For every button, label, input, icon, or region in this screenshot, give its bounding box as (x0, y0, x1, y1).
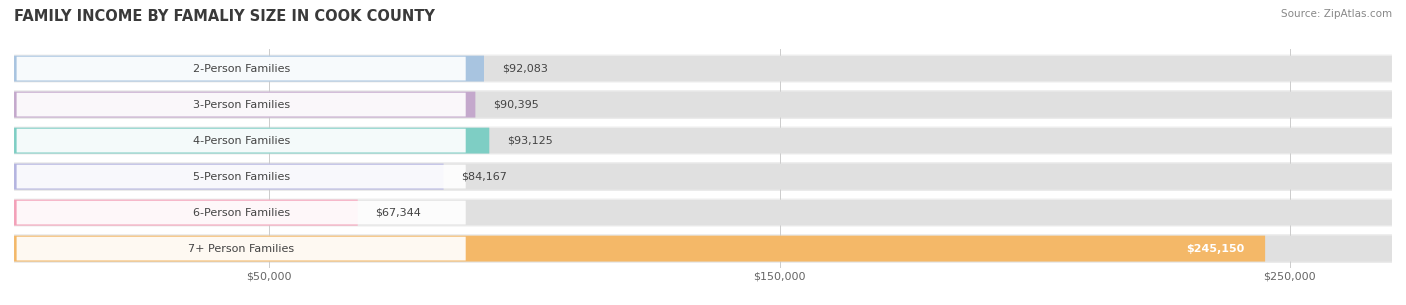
FancyBboxPatch shape (14, 92, 475, 117)
FancyBboxPatch shape (14, 198, 1392, 227)
Text: $93,125: $93,125 (508, 136, 553, 145)
Text: $84,167: $84,167 (461, 172, 508, 181)
Text: 5-Person Families: 5-Person Families (193, 172, 290, 181)
FancyBboxPatch shape (14, 127, 489, 153)
Text: Source: ZipAtlas.com: Source: ZipAtlas.com (1281, 9, 1392, 19)
Text: 6-Person Families: 6-Person Families (193, 208, 290, 217)
Text: 4-Person Families: 4-Person Families (193, 136, 290, 145)
FancyBboxPatch shape (14, 127, 1392, 153)
FancyBboxPatch shape (14, 92, 1392, 117)
FancyBboxPatch shape (17, 165, 465, 188)
FancyBboxPatch shape (14, 126, 1392, 155)
FancyBboxPatch shape (17, 237, 465, 260)
FancyBboxPatch shape (17, 129, 465, 152)
FancyBboxPatch shape (14, 200, 357, 226)
Text: $92,083: $92,083 (502, 64, 548, 74)
FancyBboxPatch shape (17, 57, 465, 81)
FancyBboxPatch shape (14, 234, 1392, 263)
FancyBboxPatch shape (14, 236, 1392, 262)
Text: 3-Person Families: 3-Person Families (193, 100, 290, 109)
FancyBboxPatch shape (14, 164, 443, 190)
Text: 7+ Person Families: 7+ Person Families (188, 244, 294, 253)
FancyBboxPatch shape (14, 200, 1392, 226)
FancyBboxPatch shape (14, 162, 1392, 191)
Text: $67,344: $67,344 (375, 208, 422, 217)
FancyBboxPatch shape (14, 56, 484, 81)
Text: FAMILY INCOME BY FAMALIY SIZE IN COOK COUNTY: FAMILY INCOME BY FAMALIY SIZE IN COOK CO… (14, 9, 434, 24)
Text: $90,395: $90,395 (494, 100, 538, 109)
FancyBboxPatch shape (14, 90, 1392, 119)
FancyBboxPatch shape (17, 201, 465, 224)
FancyBboxPatch shape (14, 164, 1392, 190)
FancyBboxPatch shape (14, 56, 1392, 81)
FancyBboxPatch shape (14, 236, 1265, 262)
Text: $245,150: $245,150 (1187, 244, 1244, 253)
FancyBboxPatch shape (14, 54, 1392, 83)
Text: 2-Person Families: 2-Person Families (193, 64, 290, 74)
FancyBboxPatch shape (17, 93, 465, 117)
